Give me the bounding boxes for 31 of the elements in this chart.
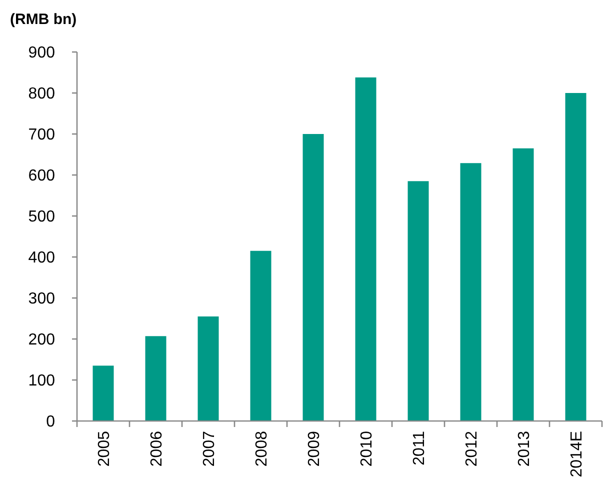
bar [408,181,429,421]
x-tick-label: 2008 [253,430,270,467]
x-tick-label: 2010 [358,430,376,467]
x-tick-label: 2006 [148,430,166,467]
y-tick-label: 300 [28,290,56,308]
y-tick-label: 400 [28,250,56,267]
bar [198,316,219,421]
bar [250,250,272,421]
y-tick-label: 0 [46,414,56,431]
bar [302,134,324,421]
bar [145,336,166,421]
y-tick-label: 500 [28,208,56,226]
x-tick-label: 2007 [200,430,218,467]
x-tick-label: 2014E [568,431,586,478]
x-tick-label: 2013 [516,430,533,467]
bar [512,148,534,421]
y-tick-label: 900 [28,44,56,62]
y-tick-label: 100 [28,372,56,390]
x-tick-label: 2011 [410,430,428,466]
y-tick-label: 600 [28,168,56,185]
x-tick-label: 2009 [306,430,323,467]
y-tick-label: 800 [28,86,56,103]
x-tick-label: 2005 [96,430,113,467]
bar [92,366,114,421]
x-tick-label: 2012 [463,430,480,467]
y-axis-title: (RMB bn) [10,11,77,28]
y-tick-label: 700 [28,126,56,144]
y-tick-label: 200 [28,332,56,349]
bar [565,93,586,421]
bar [355,77,376,421]
bar [460,163,482,421]
